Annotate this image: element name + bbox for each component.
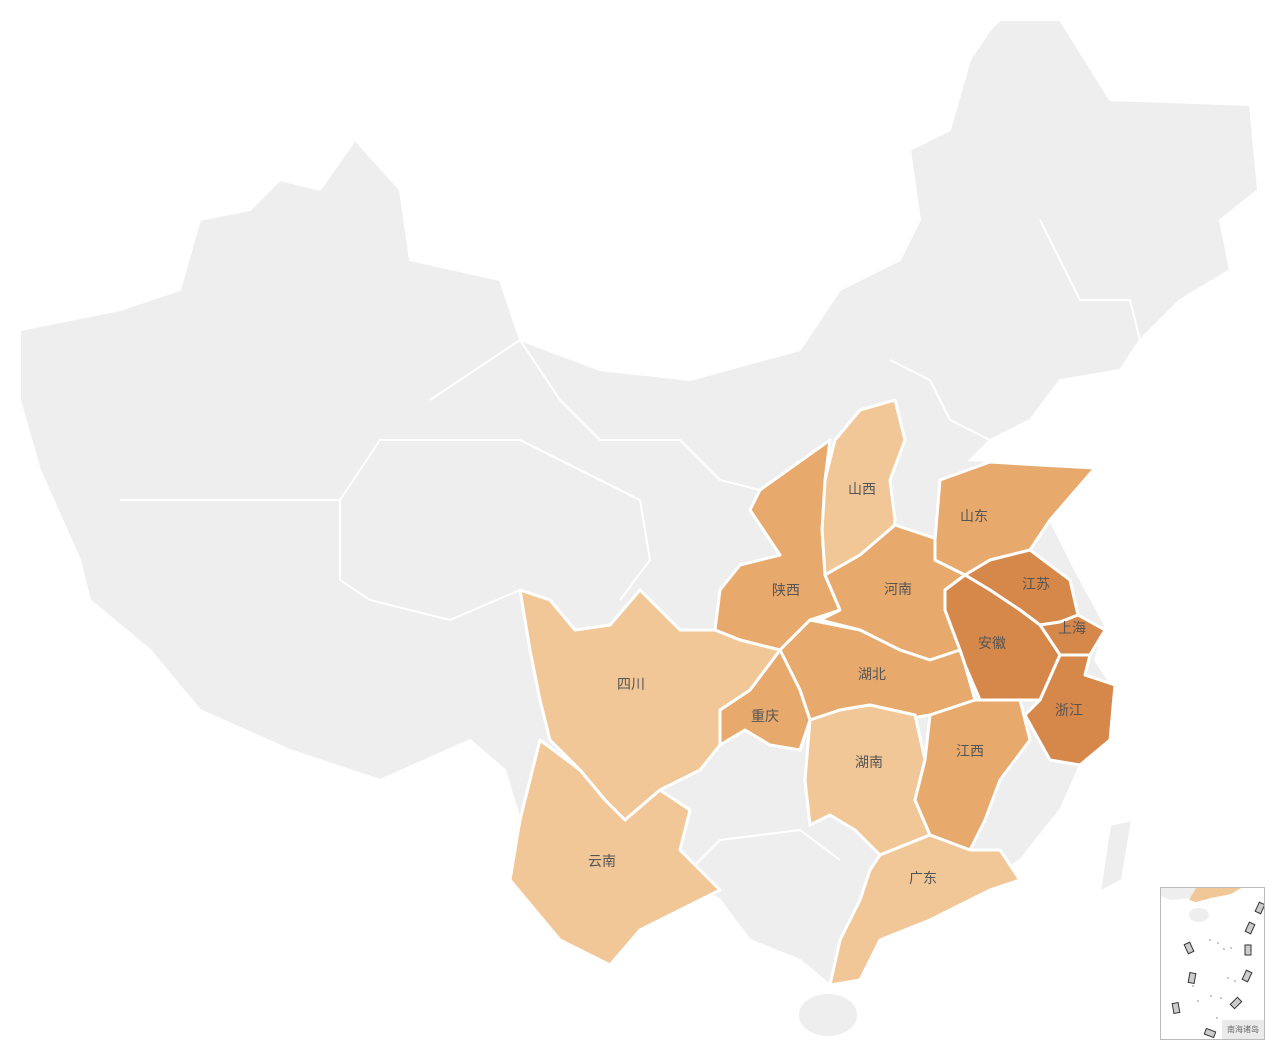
south-china-sea-map xyxy=(1161,888,1264,1039)
label-zhejiang: 浙江 xyxy=(1055,703,1083,719)
hainan xyxy=(797,992,859,1038)
label-shanghai: 上海 xyxy=(1058,621,1086,637)
label-yunnan: 云南 xyxy=(588,854,616,870)
province-jiangxi[interactable] xyxy=(913,698,1032,852)
label-shaanxi: 陕西 xyxy=(772,583,800,599)
label-shandong: 山东 xyxy=(960,509,988,525)
label-jiangxi: 江西 xyxy=(956,744,984,760)
province-zhejiang[interactable] xyxy=(1023,653,1117,767)
province-sichuan[interactable] xyxy=(518,588,782,822)
label-sichuan: 四川 xyxy=(617,677,645,693)
label-anhui: 安徽 xyxy=(978,636,1006,652)
province-yunnan[interactable] xyxy=(508,738,722,967)
label-hunan: 湖南 xyxy=(855,755,883,771)
label-hubei: 湖北 xyxy=(858,667,886,683)
taiwan xyxy=(1098,818,1134,894)
label-guangdong: 广东 xyxy=(909,871,937,887)
south-china-sea-inset: 南海诸岛 xyxy=(1160,887,1265,1040)
province-shandong[interactable] xyxy=(933,460,1097,577)
label-shanxi: 山西 xyxy=(848,482,876,498)
internal-borders xyxy=(120,439,652,601)
inset-title: 南海诸岛 xyxy=(1222,1020,1264,1039)
province-guangdong[interactable] xyxy=(828,833,1022,987)
label-chongqing: 重庆 xyxy=(751,709,779,725)
label-henan: 河南 xyxy=(884,582,912,598)
label-jiangsu: 江苏 xyxy=(1022,577,1050,593)
